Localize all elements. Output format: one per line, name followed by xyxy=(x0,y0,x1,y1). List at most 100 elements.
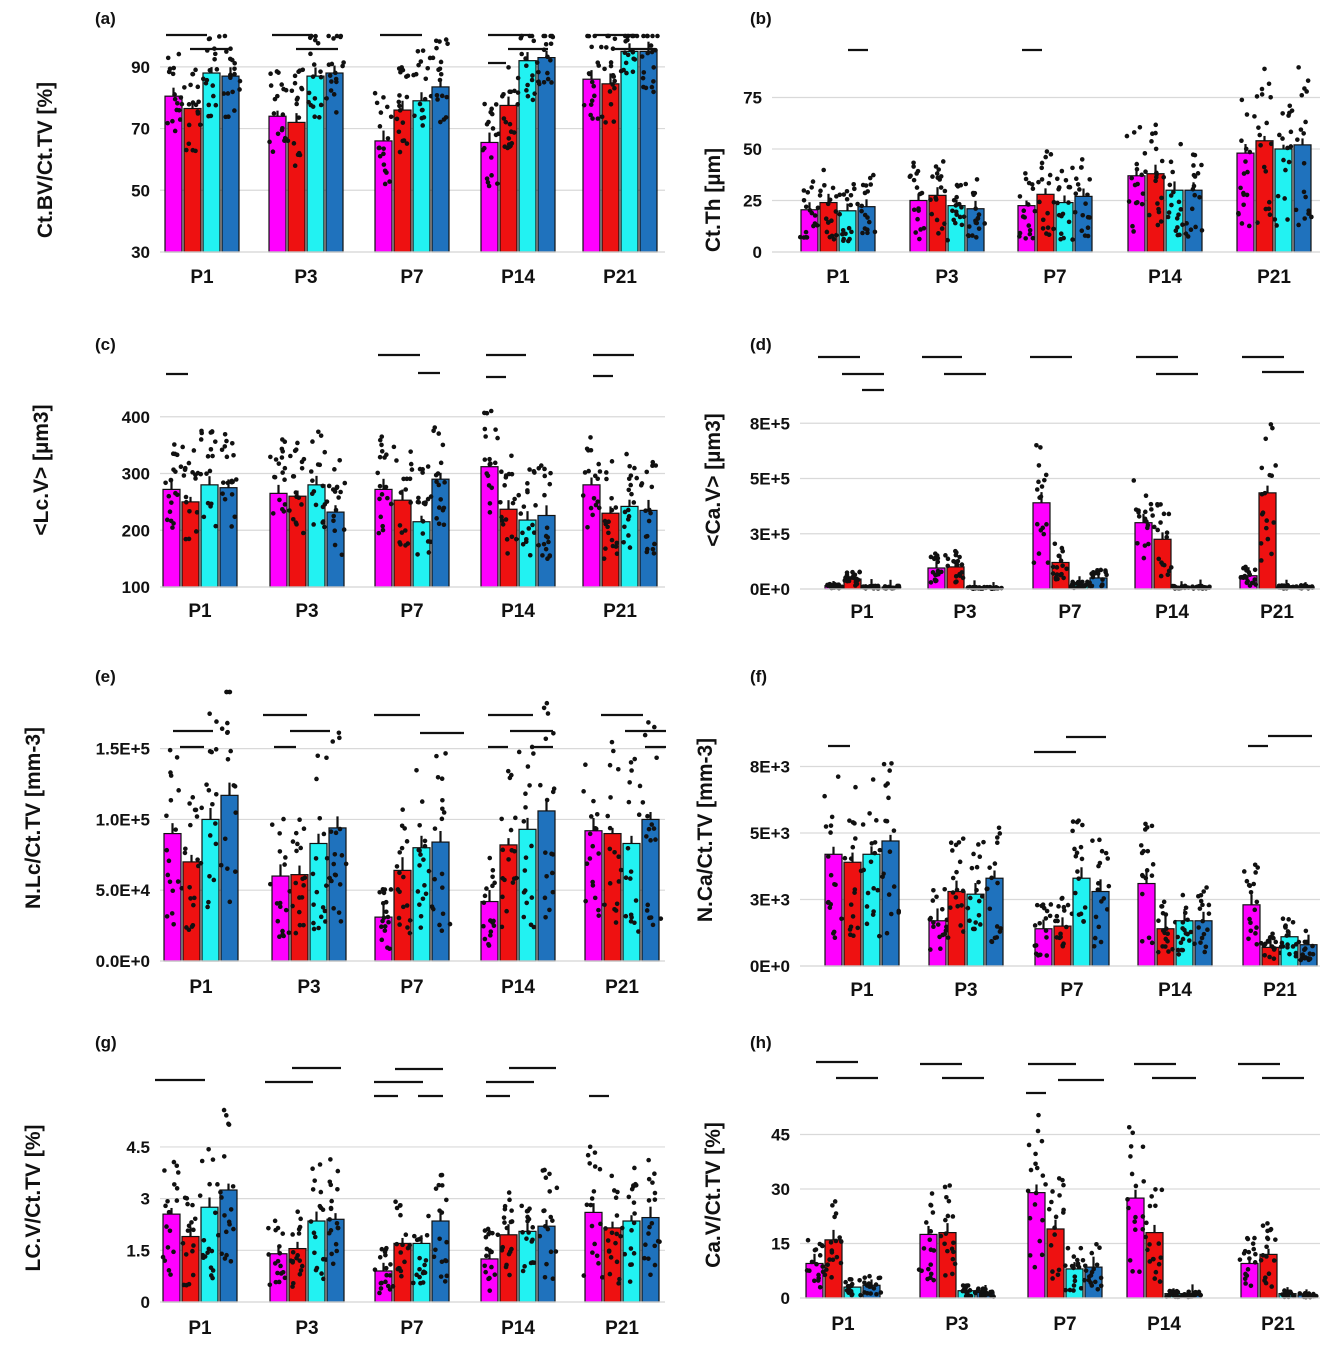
data-point xyxy=(1278,944,1284,949)
data-point xyxy=(1155,949,1161,955)
data-point xyxy=(400,807,405,812)
data-point xyxy=(1030,235,1036,241)
data-point xyxy=(172,442,177,447)
data-point xyxy=(631,1220,637,1226)
data-point xyxy=(417,863,422,868)
data-point xyxy=(928,947,933,952)
data-point xyxy=(1040,217,1046,223)
data-point xyxy=(441,522,447,528)
data-point xyxy=(489,485,495,491)
data-point xyxy=(833,209,839,214)
data-point xyxy=(1075,579,1081,585)
data-point xyxy=(848,202,854,208)
data-point xyxy=(328,1157,333,1162)
data-point xyxy=(213,1210,218,1216)
data-point xyxy=(320,1256,326,1262)
data-point xyxy=(384,1245,389,1251)
data-point xyxy=(508,1219,514,1225)
data-point xyxy=(174,107,180,113)
data-point xyxy=(186,927,192,933)
data-point xyxy=(1056,1267,1062,1273)
data-point xyxy=(928,1229,934,1234)
data-point xyxy=(1194,584,1199,590)
data-point xyxy=(549,870,555,876)
data-point xyxy=(1130,1269,1135,1274)
data-point xyxy=(622,524,627,530)
data-point xyxy=(547,553,553,558)
data-point xyxy=(282,502,288,507)
data-point xyxy=(1017,194,1023,199)
data-point xyxy=(190,1272,196,1278)
data-point xyxy=(384,452,389,458)
data-point xyxy=(278,1263,283,1269)
data-point xyxy=(652,1190,658,1196)
data-point xyxy=(1165,214,1171,220)
data-point xyxy=(297,1272,303,1277)
data-point xyxy=(609,459,615,464)
data-point xyxy=(293,930,299,936)
data-point xyxy=(1069,1263,1075,1269)
data-point xyxy=(1144,1220,1149,1226)
data-point xyxy=(1140,1214,1146,1219)
data-point xyxy=(182,85,187,90)
y-tick-label: 50 xyxy=(743,140,762,159)
data-point xyxy=(831,929,837,935)
data-point xyxy=(1054,935,1060,940)
data-point xyxy=(817,1284,823,1290)
y-tick-label: 1.5 xyxy=(126,1241,150,1260)
panel-label: (d) xyxy=(750,335,772,354)
data-point xyxy=(633,898,639,903)
data-point xyxy=(398,1250,404,1255)
bar xyxy=(518,828,537,962)
data-point xyxy=(844,570,850,575)
data-point xyxy=(163,480,168,486)
data-point xyxy=(1201,931,1207,937)
data-point xyxy=(839,916,844,922)
data-point xyxy=(631,1200,637,1205)
data-point xyxy=(228,1207,234,1212)
data-point xyxy=(545,535,551,540)
category-label: P14 xyxy=(1147,1314,1181,1335)
data-point xyxy=(1285,583,1291,589)
data-point xyxy=(1170,946,1175,952)
data-point xyxy=(970,233,975,238)
data-point xyxy=(489,173,494,178)
data-point xyxy=(807,208,813,213)
data-point xyxy=(192,807,198,813)
data-point xyxy=(859,203,865,209)
bar xyxy=(1126,1197,1145,1299)
data-point xyxy=(860,822,866,827)
data-point xyxy=(280,928,285,934)
data-point xyxy=(1283,167,1288,173)
data-point xyxy=(1124,133,1130,139)
data-point xyxy=(439,1210,445,1215)
data-point xyxy=(969,865,975,871)
data-point xyxy=(1039,1138,1045,1144)
data-point xyxy=(210,83,216,88)
data-point xyxy=(603,470,609,475)
data-point xyxy=(643,1242,648,1248)
data-point xyxy=(176,51,182,57)
data-point xyxy=(1029,182,1035,187)
data-point xyxy=(967,1288,973,1293)
data-point xyxy=(398,1212,403,1218)
data-point xyxy=(961,214,967,220)
data-point xyxy=(286,930,292,935)
data-point xyxy=(440,442,446,448)
data-point xyxy=(529,843,534,849)
data-point xyxy=(527,552,533,558)
data-point xyxy=(644,549,650,555)
data-point xyxy=(1269,1284,1275,1289)
data-point xyxy=(228,1259,234,1264)
data-point xyxy=(1298,127,1304,132)
data-point xyxy=(804,1268,810,1273)
data-point xyxy=(1036,1112,1041,1118)
data-point xyxy=(650,33,655,39)
data-point xyxy=(850,844,856,850)
data-point xyxy=(171,1159,177,1165)
data-point xyxy=(417,1255,422,1261)
data-point xyxy=(441,810,447,815)
y-tick-label: 75 xyxy=(743,89,762,108)
data-point xyxy=(516,492,522,498)
data-point xyxy=(197,1193,203,1198)
